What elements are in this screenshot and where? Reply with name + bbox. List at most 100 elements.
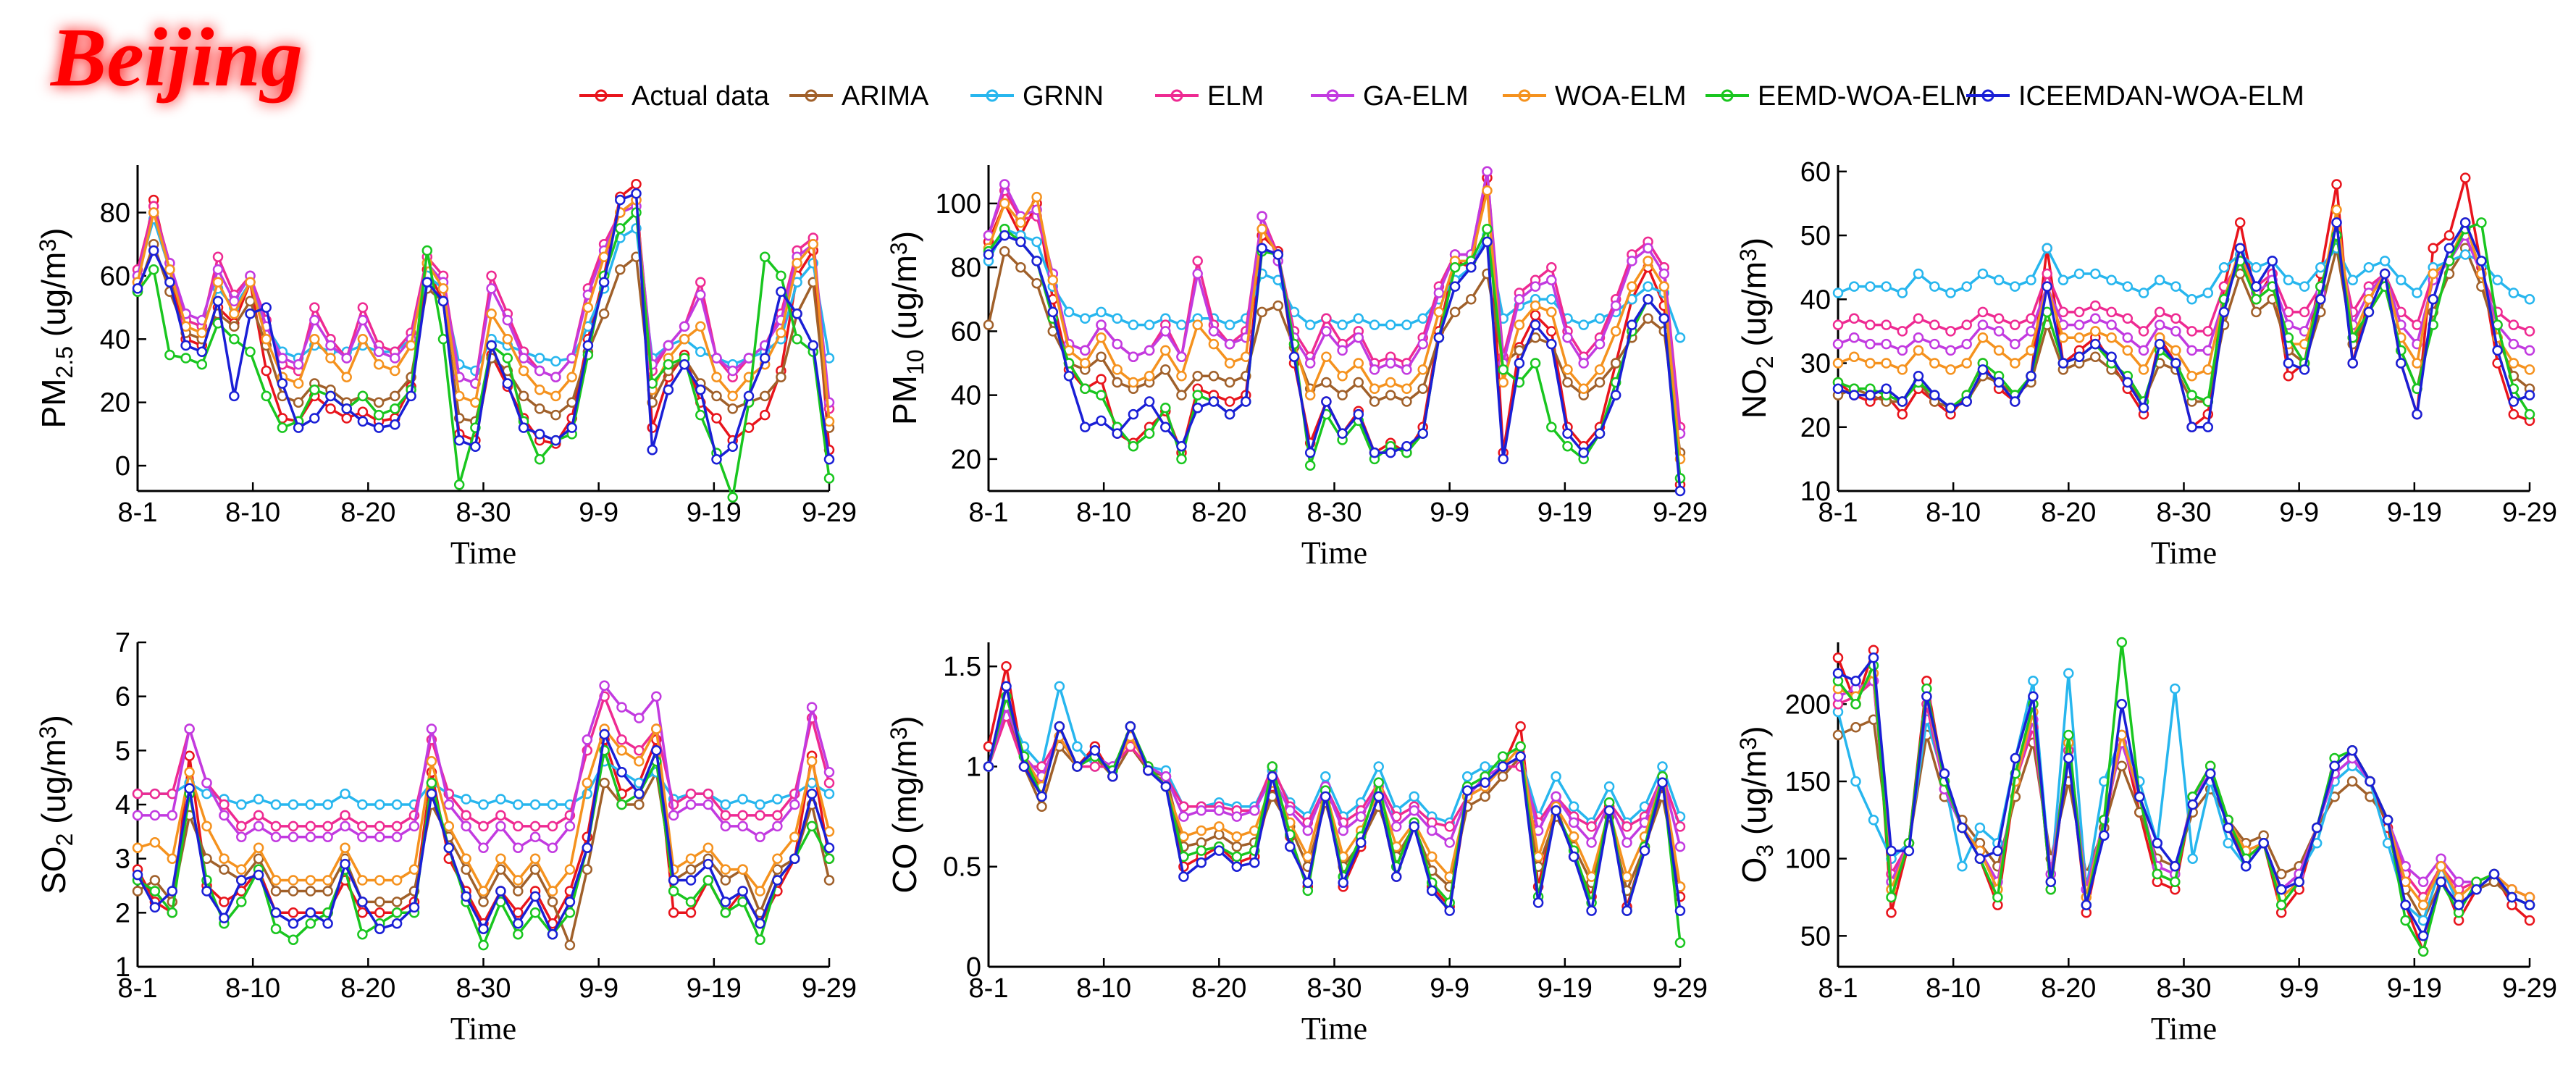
series-line bbox=[136, 198, 831, 422]
data-point bbox=[443, 842, 455, 853]
data-point bbox=[1080, 421, 1091, 433]
data-point bbox=[634, 745, 645, 756]
data-point bbox=[486, 340, 497, 351]
data-point bbox=[695, 384, 706, 395]
data-point bbox=[1192, 268, 1203, 280]
data-point bbox=[2524, 326, 2535, 337]
data-point bbox=[1658, 281, 1670, 292]
data-point bbox=[1192, 256, 1203, 266]
data-point bbox=[1466, 261, 1477, 273]
data-point bbox=[1532, 851, 1544, 863]
y-axis-label: O3 (ug/m3) bbox=[1735, 726, 1778, 883]
data-point bbox=[1903, 845, 1915, 857]
y-tick-label: 60 bbox=[1800, 157, 1831, 188]
data-point bbox=[1373, 761, 1384, 772]
data-point bbox=[547, 842, 558, 853]
data-point bbox=[2152, 868, 2163, 880]
data-point bbox=[1031, 236, 1042, 248]
data-point bbox=[2329, 760, 2340, 771]
data-point bbox=[1974, 853, 1986, 864]
data-point bbox=[1929, 319, 1940, 330]
data-point bbox=[1657, 777, 1668, 788]
data-point bbox=[2138, 403, 2149, 414]
data-point bbox=[1546, 274, 1557, 286]
data-point bbox=[616, 745, 627, 756]
data-point bbox=[1865, 281, 1876, 292]
data-point bbox=[1498, 364, 1509, 375]
data-point bbox=[755, 918, 765, 929]
data-point bbox=[2396, 358, 2407, 369]
data-point bbox=[1621, 837, 1632, 848]
data-point bbox=[443, 821, 455, 832]
data-point bbox=[685, 788, 697, 800]
data-point bbox=[1881, 383, 1892, 395]
data-point bbox=[564, 939, 576, 951]
data-point bbox=[253, 853, 264, 864]
data-point bbox=[325, 340, 336, 351]
x-tick-label: 8-30 bbox=[456, 498, 511, 528]
legend-item: ELM bbox=[1155, 81, 1264, 112]
data-point bbox=[390, 403, 400, 414]
data-point bbox=[1231, 841, 1243, 852]
data-point bbox=[453, 435, 465, 446]
data-point bbox=[305, 918, 316, 929]
data-point bbox=[322, 875, 333, 886]
data-point bbox=[2170, 358, 2181, 369]
data-point bbox=[437, 295, 449, 307]
data-point bbox=[149, 875, 161, 886]
data-point bbox=[478, 886, 489, 897]
data-point bbox=[547, 928, 558, 940]
data-point bbox=[2524, 390, 2535, 400]
data-point bbox=[823, 416, 835, 427]
data-point bbox=[2138, 345, 2149, 356]
series-elm bbox=[132, 691, 835, 832]
data-point bbox=[1992, 845, 2003, 857]
data-point bbox=[1886, 891, 1897, 903]
data-point bbox=[2154, 338, 2165, 350]
series-iceemdan-woa-elm bbox=[1832, 652, 2535, 941]
data-point bbox=[236, 821, 247, 832]
data-point bbox=[1832, 383, 1844, 395]
data-point bbox=[534, 403, 545, 414]
legend-label: EEMD-WOA-ELM bbox=[1758, 81, 1978, 112]
data-point bbox=[1897, 408, 1908, 420]
data-point bbox=[1054, 721, 1065, 732]
data-point bbox=[806, 756, 818, 767]
data-point bbox=[2186, 370, 2197, 382]
data-point bbox=[201, 886, 212, 897]
data-point bbox=[461, 891, 471, 902]
data-point bbox=[1302, 825, 1314, 836]
data-point bbox=[1642, 294, 1653, 305]
data-point bbox=[2379, 268, 2391, 280]
data-point bbox=[1433, 306, 1445, 318]
data-point bbox=[2417, 946, 2429, 957]
x-tick-label: 8-1 bbox=[1818, 973, 1858, 1004]
legend-marker bbox=[805, 89, 818, 102]
data-point bbox=[1551, 791, 1561, 802]
data-point bbox=[2170, 313, 2181, 324]
data-point bbox=[599, 777, 610, 789]
data-point bbox=[1192, 319, 1203, 330]
data-point bbox=[2170, 876, 2181, 887]
data-point bbox=[631, 188, 642, 199]
data-point bbox=[2090, 326, 2101, 337]
data-point bbox=[1961, 358, 1972, 369]
data-point bbox=[357, 416, 369, 427]
data-point bbox=[219, 912, 230, 924]
data-point bbox=[1657, 761, 1668, 772]
data-point bbox=[2508, 319, 2520, 330]
series-line bbox=[987, 715, 1682, 828]
data-point bbox=[2122, 281, 2134, 292]
data-point bbox=[212, 251, 224, 262]
data-point bbox=[1977, 268, 1989, 280]
data-point bbox=[1196, 805, 1207, 816]
data-point bbox=[2010, 358, 2021, 369]
data-point bbox=[2028, 691, 2039, 702]
data-point bbox=[2443, 230, 2455, 241]
data-point bbox=[1546, 326, 1557, 337]
data-point bbox=[550, 409, 561, 421]
data-point bbox=[288, 886, 299, 897]
data-point bbox=[1865, 390, 1876, 400]
y-tick-label: 1 bbox=[966, 752, 981, 782]
data-point bbox=[1096, 351, 1107, 362]
